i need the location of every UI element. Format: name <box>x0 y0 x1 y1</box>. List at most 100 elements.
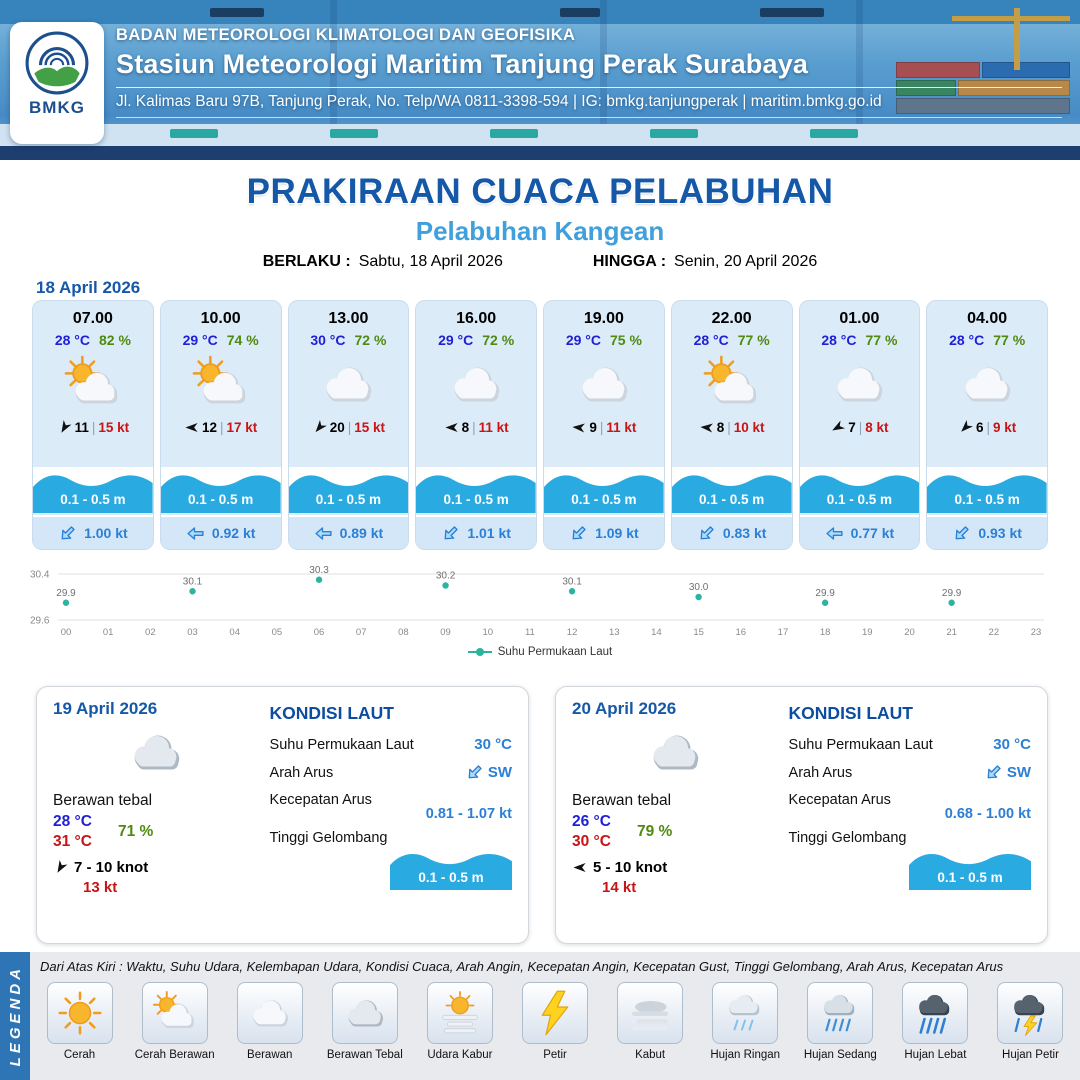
berawan-icon <box>236 982 303 1044</box>
current-speed: 0.89 kt <box>339 525 384 541</box>
wave-label: Tinggi Gelombang <box>269 830 388 846</box>
svg-text:30.1: 30.1 <box>183 576 203 587</box>
forecast-time: 07.00 <box>72 310 113 327</box>
forecast-date: 18 April 2026 <box>36 278 141 297</box>
current-row: 0.83 kt <box>671 515 792 549</box>
hujan-lebat-icon <box>902 982 969 1044</box>
svg-text:23: 23 <box>1031 627 1042 638</box>
container-shape <box>958 80 1070 96</box>
legend-sidebar: LEGENDA <box>0 952 30 1080</box>
air-temp: 29 °C <box>438 332 474 348</box>
legend-item-label: Berawan Tebal <box>326 1049 403 1061</box>
chart-legend-label: Suhu Permukaan Laut <box>497 646 613 658</box>
current-row: 0.77 kt <box>799 515 920 549</box>
wave-height: 0.1 - 0.5 m <box>315 492 382 507</box>
legend-item-label: Hujan Ringan <box>710 1049 781 1061</box>
gust-speed: 10 kt <box>733 420 765 435</box>
legend-section: LEGENDA Dari Atas Kiri : Waktu, Suhu Uda… <box>0 952 1080 1080</box>
separator: | <box>91 420 96 435</box>
current-direction-icon <box>461 759 488 786</box>
weather-condition: Berawan tebal <box>53 792 153 809</box>
current-direction-icon <box>437 520 464 547</box>
legend-item: Hujan Lebat <box>888 982 983 1078</box>
legend-item: Kabut <box>603 982 698 1078</box>
separator: | <box>472 420 476 435</box>
legend-item-label: Berawan <box>247 1049 293 1061</box>
boat-shape <box>210 8 264 17</box>
hujan-petir-icon <box>997 982 1064 1044</box>
weather-icon <box>569 353 639 419</box>
container-shape <box>982 62 1070 78</box>
svg-text:14: 14 <box>651 627 662 638</box>
sst-chart-section: 30.4 29.6 00 01 02 03 04 05 06 07 08 09 10 11 12 13 14 15… <box>28 558 1052 658</box>
air-temp: 29 °C <box>565 332 601 348</box>
current-direction-icon <box>948 520 975 547</box>
daily-card: 20 April 2026 Berawan tebal 26 °C 30 °C … <box>555 686 1048 944</box>
floor-strip <box>0 124 1080 146</box>
svg-text:00: 00 <box>61 627 72 638</box>
svg-text:30.3: 30.3 <box>309 565 329 576</box>
legend-item-label: Petir <box>543 1049 567 1061</box>
forecast-cards-row: 07.00 28 °C 82 % 11 | 15 kt 0.1 - 0.5 m 1.0… <box>32 300 1048 550</box>
forecast-time: 13.00 <box>328 310 369 327</box>
bmkg-logo-text: BMKG <box>29 98 85 117</box>
weather-icon <box>58 353 128 419</box>
station-name: Stasiun Meteorologi Maritim Tanjung Pera… <box>116 49 809 79</box>
bench-shape <box>650 129 698 138</box>
humidity: 74 % <box>226 332 259 348</box>
window-frame <box>600 0 607 126</box>
header-banner: BMKG BADAN METEOROLOGI KLIMATOLOGI DAN G… <box>0 0 1080 160</box>
air-temp: 28 °C <box>693 332 729 348</box>
svg-text:11: 11 <box>525 627 535 638</box>
weather-icon <box>117 721 195 788</box>
humidity: 71 % <box>117 823 154 840</box>
air-temp: 30 °C <box>310 332 346 348</box>
svg-text:22: 22 <box>989 627 1000 638</box>
svg-text:04: 04 <box>229 627 240 638</box>
wind-direction-icon <box>444 420 459 435</box>
current-speed: 0.83 kt <box>722 525 767 541</box>
humidity: 82 % <box>99 332 131 348</box>
page-title: PRAKIRAAN CUACA PELABUHAN <box>246 172 834 211</box>
header-divider <box>116 117 1063 118</box>
separator: | <box>858 420 863 435</box>
wave-height-band: 0.1 - 0.5 m <box>927 467 1047 513</box>
legend-item: Cerah <box>32 982 127 1078</box>
legend-title: LEGENDA <box>6 965 24 1067</box>
svg-text:02: 02 <box>145 627 156 638</box>
wind-speed: 8 <box>716 420 725 435</box>
legend-item: Cerah Berawan <box>127 982 222 1078</box>
legend-item-label: Kabut <box>635 1049 666 1061</box>
bench-shape <box>330 129 378 138</box>
separator: | <box>986 420 990 435</box>
wind-speed: 12 <box>201 420 217 435</box>
svg-text:15: 15 <box>693 627 704 638</box>
wind-range: 7 - 10 knot <box>74 859 149 876</box>
crane-shape <box>1014 8 1020 70</box>
validity-row: BERLAKU : Sabtu, 18 April 2026 HINGGA : Se… <box>0 253 1080 271</box>
wind-speed: 11 <box>74 420 89 435</box>
wind-direction-icon <box>309 417 330 438</box>
forecast-card: 01.00 28 °C 77 % 7 | 8 kt 0.1 - 0.5 m 0.77 … <box>798 300 921 550</box>
svg-text:17: 17 <box>778 627 789 638</box>
weather-icon <box>952 353 1022 419</box>
current-direction-icon <box>186 524 205 543</box>
window-frame <box>856 0 863 126</box>
window-frame <box>330 0 337 126</box>
svg-text:09: 09 <box>440 627 451 638</box>
wave-height: 0.1 - 0.5 m <box>60 492 126 507</box>
wind-direction-icon <box>572 860 587 875</box>
sea-strip <box>0 0 1080 24</box>
hujan-sedang-icon <box>807 982 874 1044</box>
temp-min: 26 °C <box>572 813 611 830</box>
current-dir: SW <box>487 764 512 781</box>
current-speed-label: Kecepatan Arus <box>269 792 372 808</box>
current-direction-icon <box>825 524 844 543</box>
wave-height-band: 0.1 - 0.5 m <box>909 846 1031 890</box>
wave-height-band: 0.1 - 0.5 m <box>799 467 920 513</box>
svg-text:07: 07 <box>356 627 367 638</box>
gust-speed: 11 kt <box>478 420 509 435</box>
daily-card: 19 April 2026 Berawan tebal 28 °C 31 °C … <box>36 686 529 944</box>
gust-speed: 15 kt <box>98 420 130 435</box>
